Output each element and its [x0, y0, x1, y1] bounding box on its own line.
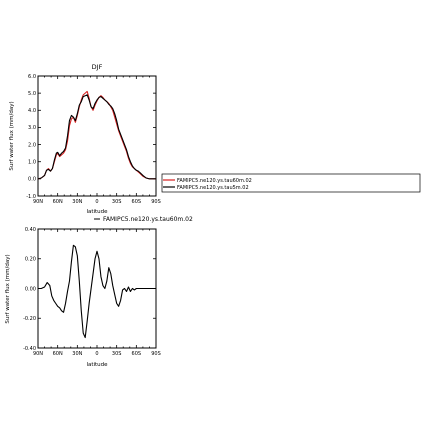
top-y-axis-label: Surf water flux (mm/day) — [9, 101, 15, 170]
x-tick-label: 30N — [72, 199, 82, 205]
bottom-legend-entry: FAMIPC5.ne120.ys.tau60m.02 — [103, 216, 193, 223]
series-line-1 — [37, 90, 156, 180]
x-tick-label: 30S — [112, 351, 122, 357]
y-tick-label: -0.20 — [23, 316, 36, 322]
y-tick-label: 4.0 — [28, 108, 36, 114]
bottom-panel: FAMIPC5.ne120.ys.tau60m.02 90N 60N 30N 0 30S… — [5, 216, 193, 368]
x-tick-label: 60S — [132, 351, 142, 357]
x-tick-label: 0 — [95, 199, 98, 205]
bottom-x-axis-label: latitude — [86, 362, 108, 368]
x-tick-label: 60S — [132, 199, 142, 205]
top-chart-title: DJF — [92, 63, 103, 71]
y-tick-label: 0.40 — [25, 227, 36, 233]
x-tick-label: 90S — [151, 199, 161, 205]
series-line-2 — [37, 94, 156, 180]
x-tick-label: 30N — [72, 351, 82, 357]
y-tick-label: -1.0 — [26, 194, 36, 200]
top-panel: DJF 90N 60N 30N 0 30S 60S 90S -1.0 0.0 1.0 2.0 3.0 4… — [9, 63, 161, 215]
top-plot-frame — [37, 75, 157, 197]
x-tick-label: 90S — [151, 351, 161, 357]
y-tick-label: 0.20 — [25, 257, 36, 263]
y-tick-label: 5.0 — [28, 91, 36, 97]
x-tick-label: 60N — [53, 351, 63, 357]
y-tick-label: 1.0 — [28, 160, 36, 166]
x-tick-label: 90N — [33, 199, 43, 205]
top-legend: FAMIPC5.ne120.ys.tau60m.02 FAMIPC5.ne120… — [161, 173, 421, 193]
y-tick-label: 6.0 — [28, 74, 36, 80]
legend-entry-1: FAMIPC5.ne120.ys.tau60m.02 — [177, 178, 252, 184]
x-tick-label: 90N — [33, 351, 43, 357]
legend-entry-2: FAMIPC5.ne120.ys.tau5m.02 — [177, 185, 249, 191]
y-tick-label: 0.0 — [28, 177, 36, 183]
x-tick-label: 60N — [53, 199, 63, 205]
bottom-legend: FAMIPC5.ne120.ys.tau60m.02 — [94, 216, 193, 223]
series-line-1 — [38, 244, 156, 339]
x-tick-label: 0 — [95, 351, 98, 357]
top-x-axis-label: latitude — [86, 209, 108, 215]
y-tick-label: 2.0 — [28, 142, 36, 148]
y-tick-label: -0.40 — [23, 346, 36, 352]
y-tick-label: 0.00 — [25, 286, 36, 292]
bottom-y-axis-label: Surf water flux (mm/day) — [5, 254, 11, 323]
y-tick-label: 3.0 — [28, 125, 36, 131]
x-tick-label: 30S — [112, 199, 122, 205]
legend-box — [161, 173, 421, 193]
